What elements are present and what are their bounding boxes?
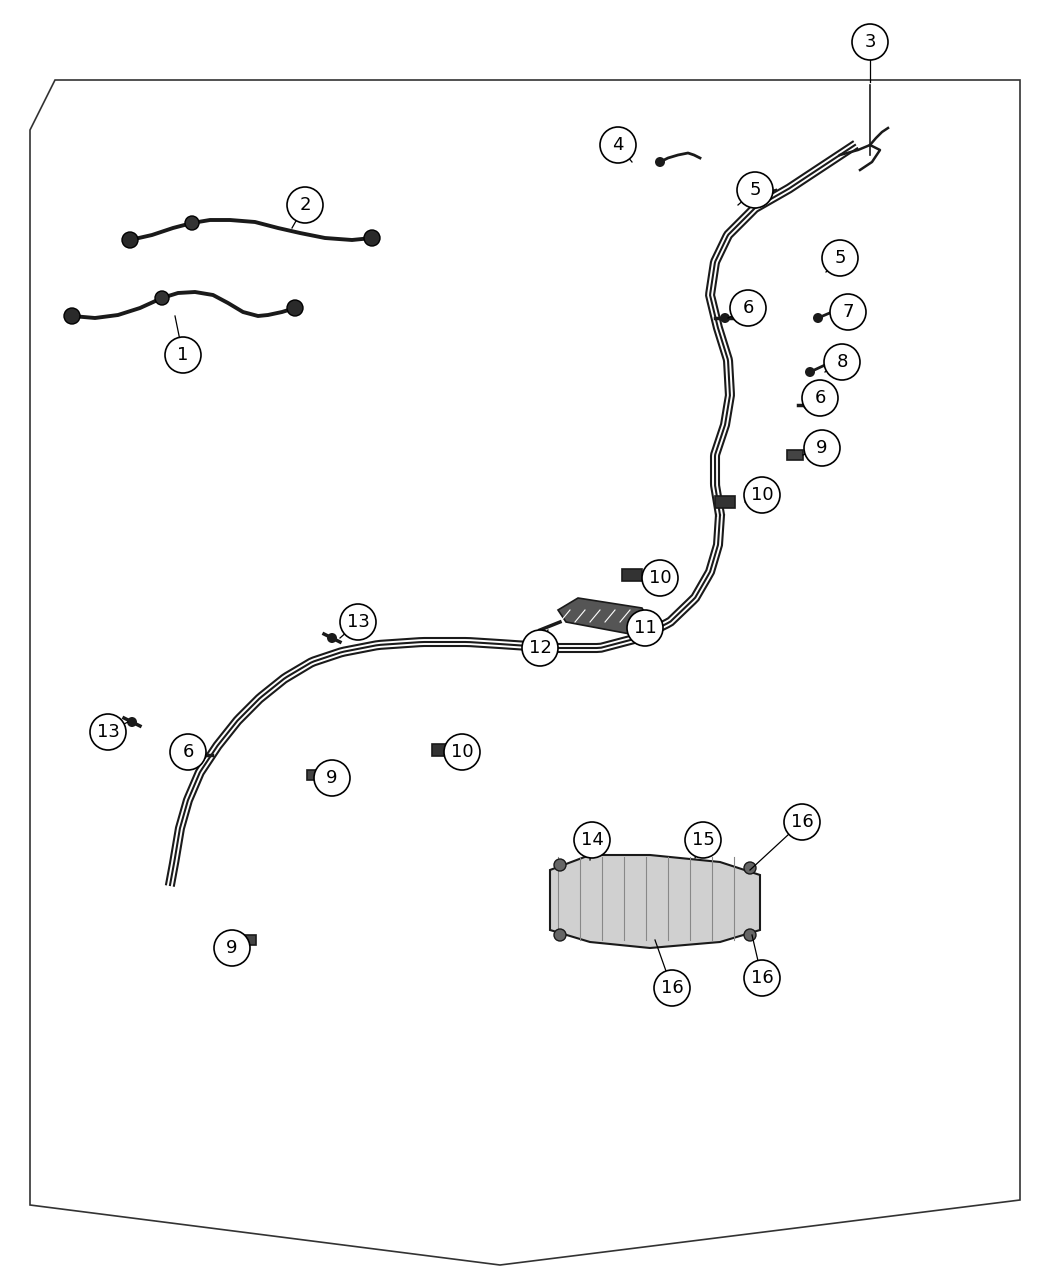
Polygon shape — [550, 856, 760, 949]
Text: 13: 13 — [97, 723, 120, 741]
Circle shape — [852, 24, 888, 60]
Circle shape — [744, 929, 756, 941]
Text: 4: 4 — [612, 136, 624, 154]
Text: 9: 9 — [816, 439, 827, 456]
Circle shape — [730, 289, 766, 326]
Circle shape — [744, 477, 780, 513]
Text: 11: 11 — [633, 618, 656, 638]
Circle shape — [802, 380, 838, 416]
Text: 14: 14 — [581, 831, 604, 849]
Circle shape — [833, 260, 843, 270]
Circle shape — [444, 734, 480, 770]
Text: 7: 7 — [842, 303, 854, 321]
Text: 13: 13 — [346, 613, 370, 631]
Circle shape — [554, 859, 566, 871]
Text: 16: 16 — [791, 813, 814, 831]
Circle shape — [214, 929, 250, 966]
Circle shape — [327, 632, 337, 643]
Circle shape — [753, 190, 763, 200]
Text: 10: 10 — [751, 486, 773, 504]
Circle shape — [654, 970, 690, 1006]
Text: 16: 16 — [660, 979, 684, 997]
Circle shape — [627, 609, 663, 646]
Bar — [788, 450, 803, 460]
Text: 16: 16 — [751, 969, 774, 987]
Circle shape — [830, 295, 866, 330]
Circle shape — [287, 300, 303, 316]
Text: 10: 10 — [450, 743, 474, 761]
Circle shape — [64, 309, 80, 324]
Circle shape — [655, 157, 665, 167]
Text: 6: 6 — [815, 389, 825, 407]
Text: 15: 15 — [692, 831, 714, 849]
Circle shape — [805, 367, 815, 377]
Text: 5: 5 — [835, 249, 845, 266]
Circle shape — [197, 750, 207, 760]
Circle shape — [804, 430, 840, 465]
Circle shape — [685, 822, 721, 858]
Circle shape — [554, 929, 566, 941]
Circle shape — [155, 291, 169, 305]
Circle shape — [784, 805, 820, 840]
Circle shape — [824, 344, 860, 380]
Circle shape — [813, 312, 823, 323]
Circle shape — [287, 187, 323, 223]
Bar — [715, 496, 735, 507]
Circle shape — [127, 717, 136, 727]
Text: 2: 2 — [299, 196, 311, 214]
Circle shape — [720, 312, 730, 323]
Text: 6: 6 — [183, 743, 193, 761]
Circle shape — [737, 172, 773, 208]
Circle shape — [90, 714, 126, 750]
Circle shape — [185, 215, 200, 230]
Circle shape — [642, 560, 678, 595]
Circle shape — [122, 232, 138, 249]
Circle shape — [314, 760, 350, 796]
Circle shape — [574, 822, 610, 858]
Circle shape — [522, 630, 558, 666]
Text: 12: 12 — [528, 639, 551, 657]
Text: 9: 9 — [226, 938, 237, 958]
Circle shape — [744, 960, 780, 996]
Bar — [240, 935, 256, 945]
Circle shape — [822, 240, 858, 275]
Bar — [432, 745, 452, 756]
Text: 8: 8 — [836, 353, 847, 371]
Bar — [307, 770, 323, 780]
Text: 9: 9 — [327, 769, 338, 787]
Text: 1: 1 — [177, 346, 189, 363]
Text: 6: 6 — [742, 300, 754, 317]
Circle shape — [744, 862, 756, 873]
Polygon shape — [558, 598, 650, 634]
Text: 3: 3 — [864, 33, 876, 51]
Circle shape — [600, 128, 636, 163]
Circle shape — [340, 604, 376, 640]
Circle shape — [165, 337, 201, 374]
Text: 10: 10 — [649, 569, 671, 586]
Bar — [622, 569, 642, 581]
Circle shape — [364, 230, 380, 246]
Circle shape — [170, 734, 206, 770]
Circle shape — [803, 400, 813, 411]
Text: 5: 5 — [750, 181, 761, 199]
